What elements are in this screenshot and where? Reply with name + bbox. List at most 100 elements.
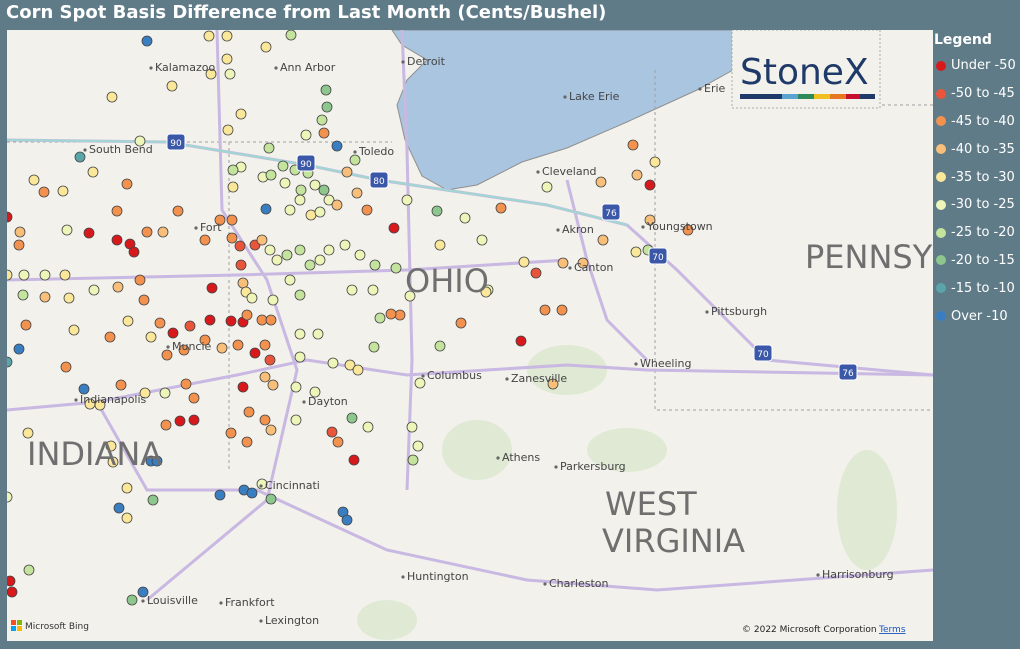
- elevator-dot: [284, 204, 296, 216]
- elevator-dot: [224, 68, 236, 80]
- elevator-dot: [60, 361, 72, 373]
- elevator-dot: [138, 294, 150, 306]
- terms-link[interactable]: Terms: [878, 625, 906, 635]
- elevator-dot: [277, 160, 289, 172]
- elevator-dot: [112, 281, 124, 293]
- elevator-dot: [206, 282, 218, 294]
- legend-label: -50 to -45: [951, 86, 1015, 102]
- elevator-dot: [159, 387, 171, 399]
- city-label: Fort: [200, 221, 222, 234]
- elevator-dot: [595, 176, 607, 188]
- elevator-dot: [388, 222, 400, 234]
- city-marker: [421, 374, 425, 378]
- city-label: Pittsburgh: [711, 305, 767, 318]
- elevator-dot: [631, 169, 643, 181]
- elevator-dot: [246, 487, 258, 499]
- elevator-dot: [74, 151, 86, 163]
- elevator-dot: [644, 179, 656, 191]
- elevator-dot: [199, 234, 211, 246]
- city-marker: [641, 225, 645, 229]
- title: Corn Spot Basis Difference from Last Mon…: [6, 2, 607, 23]
- elevator-dot: [314, 254, 326, 266]
- elevator-dot: [141, 35, 153, 47]
- elevator-dot: [249, 347, 261, 359]
- city-marker: [543, 582, 547, 586]
- city-label: Kalamazoo: [155, 61, 216, 74]
- elevator-dot: [495, 202, 507, 214]
- elevator-dot: [368, 341, 380, 353]
- elevator-dot: [256, 314, 268, 326]
- city-label: Charleston: [549, 577, 609, 590]
- legend-swatch: [936, 255, 946, 266]
- legend-title: Legend: [934, 32, 992, 48]
- legend-label: -45 to -40: [951, 113, 1015, 129]
- elevator-dot: [556, 304, 568, 316]
- elevator-dot: [627, 139, 639, 151]
- elevator-dot: [326, 426, 338, 438]
- city-marker: [353, 150, 357, 154]
- city-label: Ann Arbor: [280, 61, 336, 74]
- elevator-dot: [237, 381, 249, 393]
- elevator-dot: [331, 140, 343, 152]
- state-label: PENNSY: [805, 238, 933, 276]
- legend-label: Under -50: [951, 58, 1016, 74]
- elevator-dot: [341, 514, 353, 526]
- elevator-dot: [577, 257, 589, 269]
- elevator-dot: [267, 379, 279, 391]
- elevator-dot: [7, 575, 16, 587]
- elevator-dot: [214, 489, 226, 501]
- city-label: Lake Erie: [569, 90, 620, 103]
- elevator-dot: [237, 277, 249, 289]
- city-marker: [259, 619, 263, 623]
- city-label: Wheeling: [640, 357, 691, 370]
- elevator-dot: [18, 269, 30, 281]
- city-label: Harrisonburg: [822, 568, 894, 581]
- elevator-dot: [246, 292, 258, 304]
- legend: Legend Under -50 -50 to -45 -45 to -40 -40 …: [933, 30, 1020, 330]
- elevator-dot: [294, 194, 306, 206]
- elevator-dot: [222, 124, 234, 136]
- elevator-dot: [539, 304, 551, 316]
- elevator-dot: [264, 354, 276, 366]
- elevator-dot: [178, 344, 190, 356]
- elevator-dot: [323, 244, 335, 256]
- elevator-dot: [226, 214, 238, 226]
- highway-number: 70: [757, 350, 769, 360]
- city-label: Toledo: [358, 145, 394, 158]
- city-marker: [496, 456, 500, 460]
- city-label: Athens: [502, 451, 540, 464]
- elevator-dot: [455, 317, 467, 329]
- elevator-dot: [157, 226, 169, 238]
- highway-shield: [648, 247, 668, 265]
- elevator-dot: [241, 309, 253, 321]
- elevator-dot: [294, 351, 306, 363]
- city-marker: [568, 266, 572, 270]
- elevator-dot: [22, 427, 34, 439]
- elevator-dot: [111, 234, 123, 246]
- elevator-dot: [160, 419, 172, 431]
- elevator-dot: [431, 205, 443, 217]
- legend-swatch: [936, 172, 946, 183]
- city-marker: [563, 95, 567, 99]
- legend-swatch: [936, 283, 946, 294]
- city-label: Parkersburg: [560, 460, 626, 473]
- elevator-dot: [88, 284, 100, 296]
- elevator-dot: [68, 324, 80, 336]
- elevator-dot: [134, 135, 146, 147]
- elevator-dot: [180, 378, 192, 390]
- elevator-dot: [105, 440, 117, 452]
- legend-item: -50 to -45: [933, 80, 1020, 108]
- city-marker: [816, 573, 820, 577]
- elevator-dot: [111, 205, 123, 217]
- elevator-dot: [174, 415, 186, 427]
- elevator-dot: [20, 319, 32, 331]
- elevator-dot: [304, 259, 316, 271]
- elevator-dot: [13, 343, 25, 355]
- elevator-dot: [122, 315, 134, 327]
- elevator-dot: [290, 381, 302, 393]
- highway-number: 76: [605, 209, 617, 219]
- elevator-dot: [476, 234, 488, 246]
- highway-shield: [166, 133, 186, 151]
- city-marker: [556, 228, 560, 232]
- elevator-dot: [113, 502, 125, 514]
